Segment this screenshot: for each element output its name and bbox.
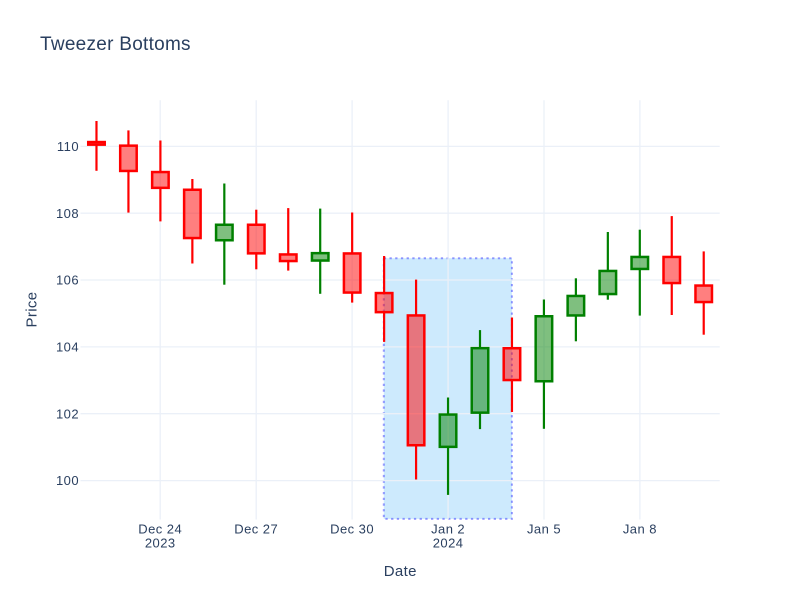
svg-text:110: 110 (57, 139, 79, 154)
svg-text:Dec 27: Dec 27 (234, 522, 278, 537)
svg-text:2023: 2023 (145, 535, 176, 550)
svg-text:106: 106 (56, 273, 79, 288)
svg-text:Jan 8: Jan 8 (623, 522, 657, 537)
svg-text:Tweezer Bottoms: Tweezer Bottoms (40, 34, 191, 55)
svg-text:Date: Date (384, 563, 417, 580)
svg-text:Jan 5: Jan 5 (527, 522, 561, 537)
svg-text:104: 104 (56, 340, 79, 355)
svg-text:Price: Price (24, 292, 41, 328)
svg-text:Jan 2: Jan 2 (431, 522, 465, 537)
svg-text:Dec 30: Dec 30 (330, 522, 374, 537)
svg-text:2024: 2024 (433, 535, 464, 550)
svg-text:100: 100 (56, 473, 79, 488)
svg-text:102: 102 (56, 406, 79, 421)
svg-text:108: 108 (56, 206, 79, 221)
svg-text:Dec 24: Dec 24 (138, 522, 182, 537)
